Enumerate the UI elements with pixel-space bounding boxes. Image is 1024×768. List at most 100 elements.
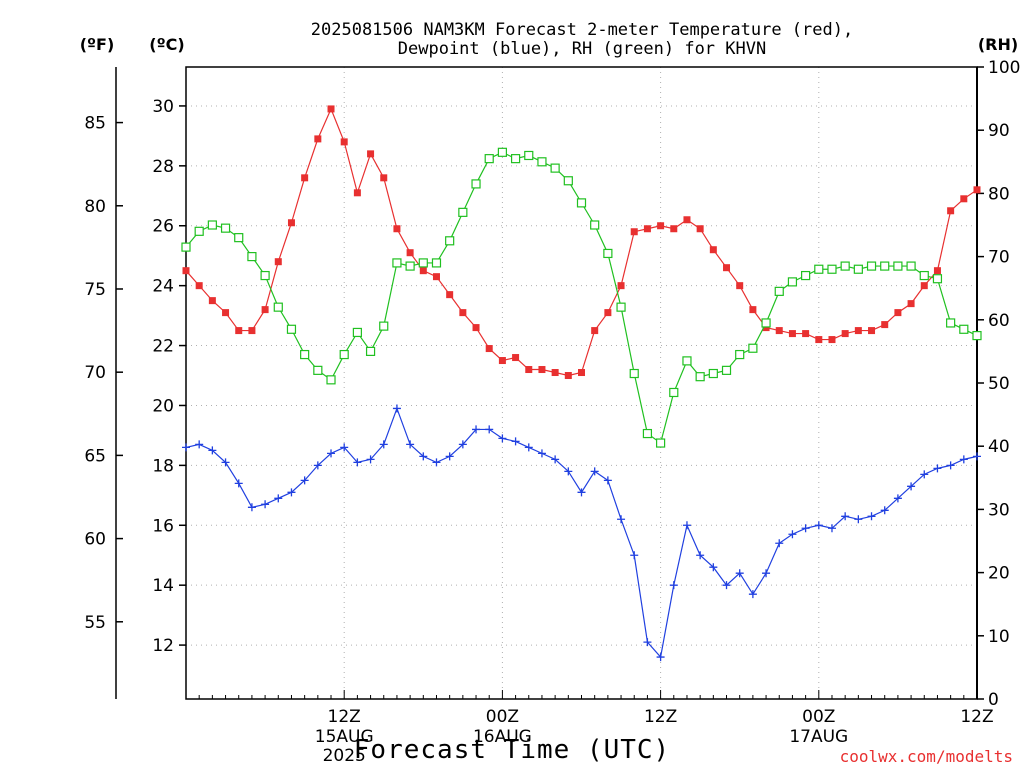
temperature-point [881, 321, 889, 329]
dewpoint-point [682, 521, 691, 530]
celsius-tick-label: 20 [152, 396, 174, 416]
fahrenheit-tick-label: 70 [84, 363, 106, 383]
fahrenheit-tick-label: 60 [84, 530, 106, 550]
celsius-tick-label: 12 [152, 636, 174, 656]
rh-point [906, 261, 916, 271]
temperature-point [419, 267, 427, 275]
temperature-point [788, 330, 796, 338]
dewpoint-point [472, 425, 481, 434]
dewpoint-point [801, 524, 810, 533]
fahrenheit-tick-label: 85 [84, 114, 106, 134]
celsius-tick-label: 18 [152, 456, 174, 476]
dewpoint-point [498, 434, 507, 443]
temperature-point [973, 186, 981, 194]
dewpoint-point [590, 467, 599, 476]
rh-point [919, 270, 929, 281]
temperature-point [643, 225, 651, 233]
dewpoint-point [748, 590, 757, 599]
temperature-point [538, 366, 546, 374]
dewpoint-point [973, 452, 981, 461]
rh-point [365, 346, 376, 356]
rh-point [603, 248, 613, 259]
dewpoint-point [432, 458, 441, 467]
dewpoint-point [392, 404, 401, 413]
rh-point [524, 150, 534, 161]
rh-point [260, 270, 270, 281]
dewpoint-point [287, 488, 296, 497]
temperature-point [274, 258, 282, 266]
dewpoint-point [893, 494, 902, 503]
chart-title-line-2: Dewpoint (blue), RH (green) for KHVN [398, 39, 766, 59]
rh-tick-label: 10 [988, 627, 1010, 647]
dewpoint-point [867, 512, 876, 521]
temperature-point [512, 354, 520, 362]
dewpoint-point [709, 563, 718, 572]
temperature-point [947, 207, 955, 215]
temperature-point [749, 306, 757, 314]
time-tick-label: 12Z [960, 707, 993, 727]
dewpoint-point [353, 458, 362, 467]
dewpoint-point [458, 440, 467, 449]
dewpoint-point [234, 479, 243, 488]
dewpoint-point [221, 458, 230, 467]
time-tick-label: 00Z [802, 707, 835, 727]
rh-point [642, 428, 653, 439]
series-line-rh [185, 151, 978, 445]
temperature-point [709, 246, 717, 254]
dewpoint-point [340, 443, 349, 452]
temperature-point [248, 327, 256, 335]
rh-point [840, 261, 850, 271]
temperature-point [591, 327, 599, 335]
dewpoint-point [735, 569, 744, 578]
temperature-point [723, 264, 731, 272]
temperature-point [683, 216, 691, 224]
dewpoint-point [537, 449, 546, 458]
dewpoint-point [775, 539, 784, 548]
temperature-point [551, 369, 559, 377]
rh-point [471, 179, 481, 189]
time-tick-label: 12Z [644, 707, 677, 727]
dewpoint-point [208, 446, 217, 455]
rh-point [682, 356, 692, 366]
rh-tick-label: 30 [988, 500, 1010, 520]
rh-point [300, 349, 310, 360]
fahrenheit-tick-labels: 55 60 65 70 75 80 85 [84, 114, 123, 633]
rh-tick-label: 70 [988, 248, 1010, 268]
credit-text: coolwx.com/modelts [840, 747, 1013, 766]
rh-point [207, 220, 217, 230]
temperature-point [762, 324, 770, 332]
dewpoint-point [313, 461, 322, 470]
rh-point [721, 365, 732, 375]
celsius-tick-label: 16 [152, 516, 174, 536]
rh-point [655, 438, 666, 448]
time-tick-label: 00Z [486, 707, 519, 727]
rh-point [814, 264, 824, 274]
rh-point [748, 343, 758, 353]
series-dewpoint [182, 404, 981, 662]
rh-point [576, 198, 587, 208]
temperature-point [670, 225, 678, 233]
temperature-point [406, 249, 414, 257]
dewpoint-point [907, 482, 916, 491]
rh-point [247, 252, 257, 262]
rh-point [880, 261, 890, 271]
dewpoint-point [880, 506, 889, 515]
gridlines [186, 67, 978, 699]
celsius-tick-label: 22 [152, 337, 174, 357]
fahrenheit-tick-label: 75 [84, 280, 106, 300]
dewpoint-point [722, 581, 731, 590]
rh-point [695, 372, 705, 382]
rh-point [497, 147, 507, 157]
rh-point [181, 242, 191, 252]
rh-tick-label: 60 [988, 311, 1010, 331]
dewpoint-point [274, 494, 283, 503]
series-temperature [182, 105, 981, 380]
temperature-point [854, 327, 862, 335]
temperature-point [802, 330, 810, 338]
temperature-point [828, 336, 836, 344]
temperature-point [446, 291, 454, 299]
dewpoint-point [643, 638, 652, 647]
rh-point [273, 302, 283, 312]
temperature-point [775, 327, 783, 335]
date-tick-label: 17AUG [789, 727, 848, 747]
